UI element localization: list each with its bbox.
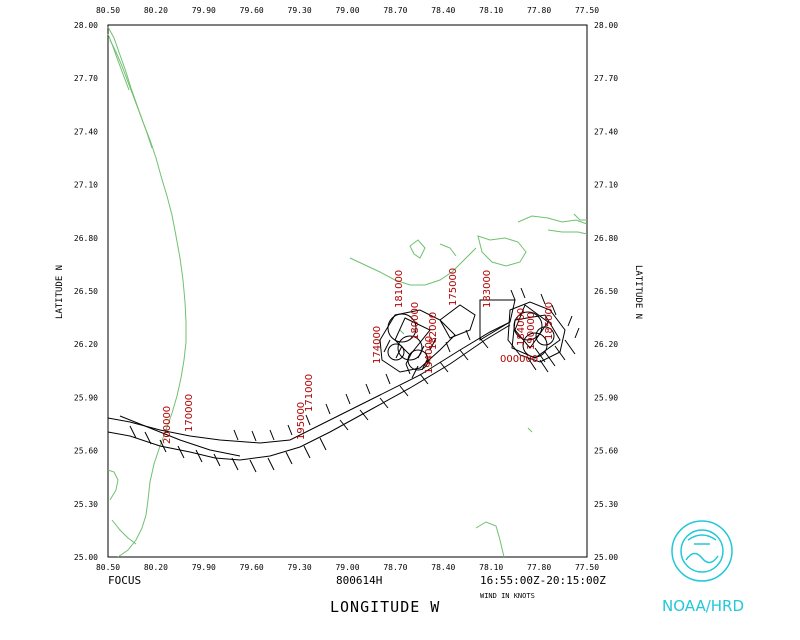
lon-tick-label-top: 77.80 bbox=[527, 6, 551, 15]
time-label: 194000 bbox=[424, 336, 435, 374]
wind-barbs bbox=[129, 287, 580, 473]
footer-left: FOCUS bbox=[108, 574, 141, 587]
x-axis-label: LONGITUDE W bbox=[330, 598, 440, 616]
lat-tick-label-right: 26.80 bbox=[594, 234, 618, 243]
lon-tick-label-bottom: 79.00 bbox=[335, 563, 359, 572]
coastline-florida bbox=[107, 26, 187, 558]
lon-tick-label-top: 79.00 bbox=[335, 6, 359, 15]
lon-tick-label-bottom: 78.40 bbox=[431, 563, 455, 572]
lat-tick-label-right: 28.00 bbox=[594, 21, 618, 30]
time-label: 170000 bbox=[184, 394, 195, 432]
lat-tick-label-left: 27.10 bbox=[74, 181, 98, 190]
footer-center: 800614H bbox=[336, 574, 382, 587]
lon-tick-label-top: 79.90 bbox=[192, 6, 216, 15]
lat-tick-label-right: 25.30 bbox=[594, 500, 618, 509]
lat-tick-label-right: 26.50 bbox=[594, 287, 618, 296]
time-label: 184000 bbox=[516, 308, 527, 346]
y-axis-label-right: LATITUDE N bbox=[633, 265, 643, 319]
plot-frame bbox=[107, 24, 588, 558]
lat-tick-label-left: 25.60 bbox=[74, 447, 98, 456]
lat-tick-label-right: 25.60 bbox=[594, 447, 618, 456]
time-label: 200000 bbox=[162, 406, 173, 444]
lat-tick-label-left: 26.80 bbox=[74, 234, 98, 243]
time-label: 190000 bbox=[526, 312, 537, 350]
lon-tick-label-bottom: 77.80 bbox=[527, 563, 551, 572]
noaa-hrd-label: NOAA/HRD bbox=[662, 597, 744, 615]
lon-tick-label-top: 78.10 bbox=[479, 6, 503, 15]
lat-tick-label-right: 25.90 bbox=[594, 393, 618, 402]
lat-tick-label-left: 28.00 bbox=[74, 21, 98, 30]
time-label: 185000 bbox=[544, 302, 555, 340]
lon-tick-label-top: 77.50 bbox=[575, 6, 599, 15]
lat-tick-label-right: 26.20 bbox=[594, 340, 618, 349]
lon-tick-label-bottom: 80.50 bbox=[96, 563, 120, 572]
lon-tick-label-bottom: 79.30 bbox=[288, 563, 312, 572]
time-label: 181000 bbox=[394, 270, 405, 308]
time-label: 171000 bbox=[304, 374, 315, 412]
lat-tick-label-right: 27.10 bbox=[594, 181, 618, 190]
lat-tick-label-left: 26.50 bbox=[74, 287, 98, 296]
axis-ticks: 80.50 80.50 80.20 80.20 79.90 79.90 79.60 79.60… bbox=[74, 6, 618, 572]
time-label: 175000 bbox=[448, 268, 459, 306]
time-label: 182000 bbox=[428, 312, 439, 350]
lat-tick-label-left: 27.70 bbox=[74, 74, 98, 83]
lon-tick-label-top: 80.50 bbox=[96, 6, 120, 15]
lat-tick-label-right: 27.70 bbox=[594, 74, 618, 83]
lon-tick-label-top: 79.30 bbox=[288, 6, 312, 15]
lon-tick-label-top: 79.60 bbox=[240, 6, 264, 15]
time-label: 195000 bbox=[296, 402, 307, 440]
lon-tick-label-top: 78.70 bbox=[383, 6, 407, 15]
time-label: 180000 bbox=[410, 302, 421, 340]
coastline-bahamas bbox=[349, 213, 588, 558]
lon-tick-label-bottom: 79.90 bbox=[192, 563, 216, 572]
lat-tick-label-left: 26.20 bbox=[74, 340, 98, 349]
footer-units: WIND IN KNOTS bbox=[480, 592, 535, 600]
lat-tick-label-left: 25.90 bbox=[74, 393, 98, 402]
lat-tick-label-left: 27.40 bbox=[74, 127, 98, 136]
lon-tick-label-bottom: 79.60 bbox=[240, 563, 264, 572]
lat-tick-label-left: 25.00 bbox=[74, 553, 98, 562]
y-axis-label-left: LATITUDE N bbox=[55, 265, 65, 319]
lat-tick-label-right: 25.00 bbox=[594, 553, 618, 562]
lat-tick-label-right: 27.40 bbox=[594, 127, 618, 136]
time-label: 174000 bbox=[372, 326, 383, 364]
lon-tick-label-bottom: 77.50 bbox=[575, 563, 599, 572]
noaa-seal-icon bbox=[671, 520, 733, 582]
lon-tick-label-top: 80.20 bbox=[144, 6, 168, 15]
footer-time-range: 16:55:00Z-20:15:00Z bbox=[480, 574, 606, 587]
time-label: 000000 bbox=[500, 354, 538, 365]
lat-tick-label-left: 25.30 bbox=[74, 500, 98, 509]
time-labels: 200000 170000 195000 171000 174000 18100… bbox=[162, 268, 555, 444]
flight-track bbox=[107, 299, 566, 461]
lon-tick-label-bottom: 78.70 bbox=[383, 563, 407, 572]
lon-tick-label-top: 78.40 bbox=[431, 6, 455, 15]
time-label: 183000 bbox=[482, 270, 493, 308]
lon-tick-label-bottom: 78.10 bbox=[479, 563, 503, 572]
lon-tick-label-bottom: 80.20 bbox=[144, 563, 168, 572]
